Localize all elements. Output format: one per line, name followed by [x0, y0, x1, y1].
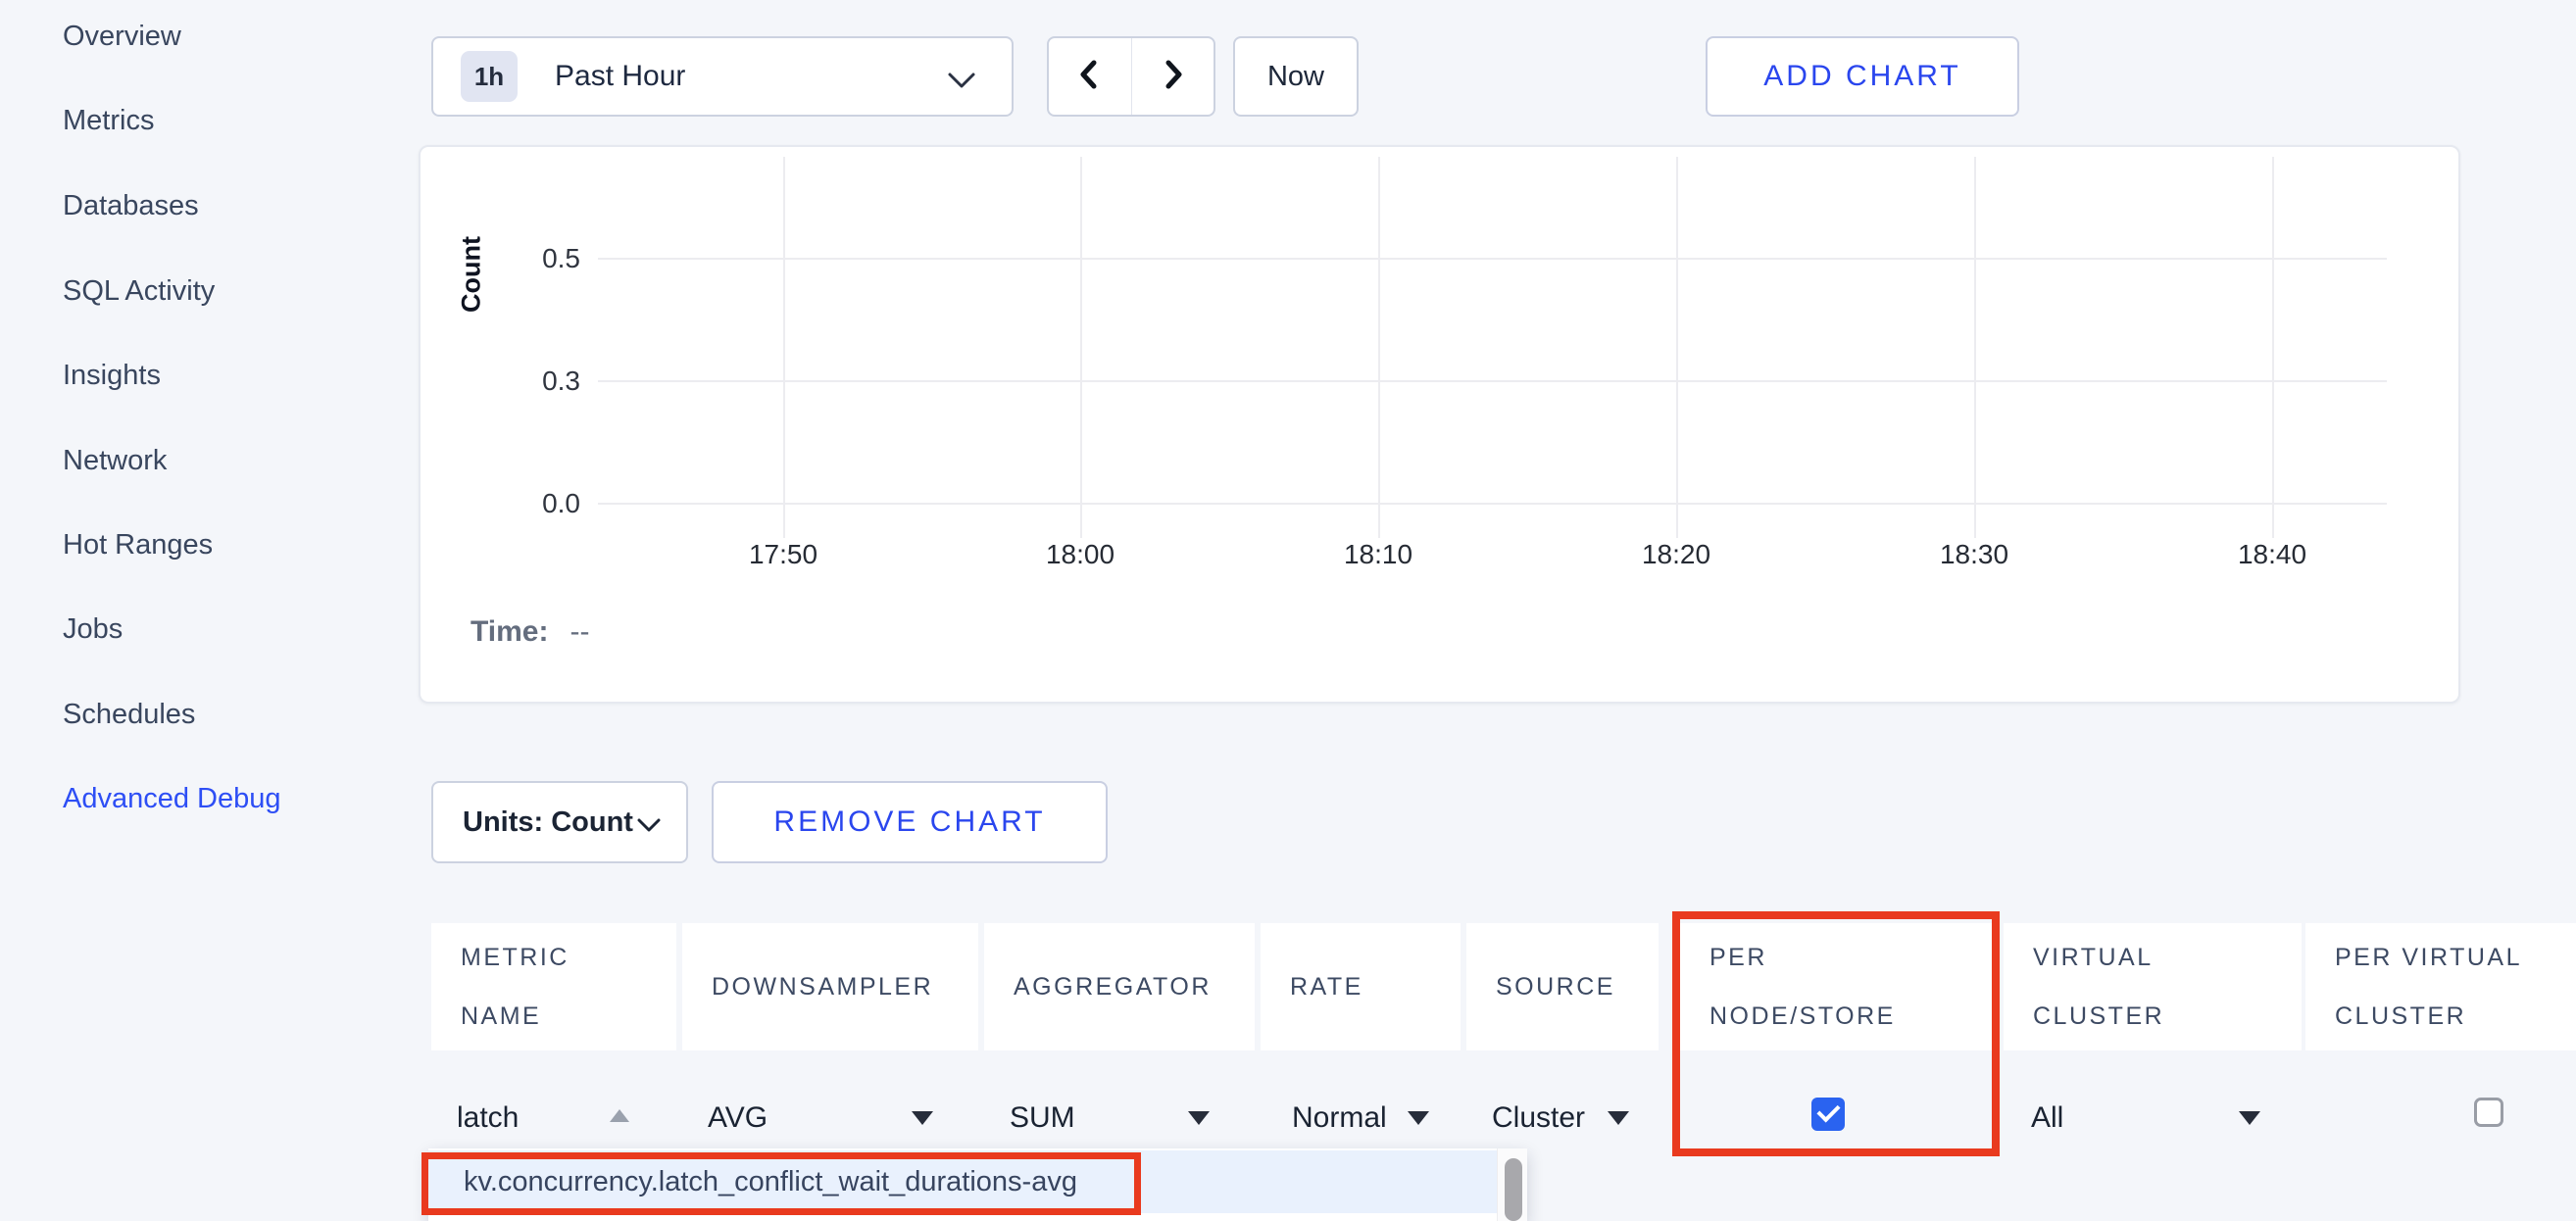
metric-name-input[interactable]: latch	[457, 1101, 520, 1134]
y-axis-label: Count	[456, 236, 486, 313]
caret-down-icon[interactable]	[1608, 1111, 1629, 1125]
caret-down-icon[interactable]	[1188, 1111, 1210, 1125]
y-tick: 0.5	[542, 243, 580, 273]
per-virtual-cluster-checkbox[interactable]	[2474, 1098, 2503, 1127]
col-header-aggregator: AGGREGATOR	[984, 923, 1255, 1050]
gridline	[2272, 157, 2274, 538]
caret-down-icon[interactable]	[1408, 1111, 1429, 1125]
hover-time-readout: Time: --	[471, 615, 589, 649]
sidebar-item-jobs[interactable]: Jobs	[63, 613, 124, 645]
sidebar-item-overview[interactable]: Overview	[63, 21, 181, 52]
time-nav-buttons	[1047, 36, 1215, 117]
prev-time-button[interactable]	[1049, 38, 1131, 115]
col-header-downsampler: DOWNSAMPLER	[682, 923, 978, 1050]
sidebar-item-databases[interactable]: Databases	[63, 190, 199, 221]
gridline	[1080, 157, 1082, 538]
col-header-per-node-store: PER NODE/STORE	[1680, 923, 1994, 1050]
downsampler-select[interactable]: AVG	[708, 1101, 768, 1134]
col-header-per-virtual-cluster: PER VIRTUAL CLUSTER	[2305, 923, 2576, 1050]
time-range-badge: 1h	[461, 51, 518, 102]
col-header-source: SOURCE	[1466, 923, 1659, 1050]
source-select[interactable]: Cluster	[1492, 1101, 1586, 1134]
gridline	[1378, 157, 1380, 538]
sidebar-item-advanced-debug[interactable]: Advanced Debug	[63, 783, 281, 814]
dropdown-scrollbar-track[interactable]	[1497, 1148, 1527, 1221]
caret-down-icon[interactable]	[2239, 1111, 2260, 1125]
caret-up-icon[interactable]	[610, 1109, 629, 1122]
time-label: Time:	[471, 615, 549, 648]
sidebar-item-metrics[interactable]: Metrics	[63, 105, 155, 136]
col-header-virtual-cluster: VIRTUAL CLUSTER	[2004, 923, 2302, 1050]
gridline	[783, 157, 785, 538]
gridline	[598, 380, 2387, 382]
time-range-dropdown[interactable]: 1h Past Hour	[431, 36, 1014, 117]
caret-down-icon[interactable]	[912, 1111, 933, 1125]
col-header-metric-name: METRIC NAME	[431, 923, 676, 1050]
chevron-down-icon	[947, 72, 976, 89]
metric-suggestions-dropdown: kv.concurrency.latch_conflict_wait_durat…	[428, 1148, 1527, 1221]
per-node-store-checkbox[interactable]	[1811, 1098, 1845, 1131]
time-range-label: Past Hour	[555, 60, 686, 92]
units-label: Units: Count	[463, 806, 633, 838]
chevron-right-icon	[1157, 58, 1188, 96]
sidebar-item-insights[interactable]: Insights	[63, 360, 161, 391]
sidebar-item-network[interactable]: Network	[63, 445, 168, 476]
virtual-cluster-select[interactable]: All	[2031, 1101, 2064, 1134]
y-tick: 0.3	[542, 366, 580, 396]
checkmark-icon	[1816, 1099, 1841, 1123]
sidebar-item-schedules[interactable]: Schedules	[63, 699, 196, 730]
col-header-rate: RATE	[1261, 923, 1461, 1050]
x-tick: 18:20	[1641, 539, 1711, 569]
dropdown-scrollbar-thumb[interactable]	[1505, 1158, 1522, 1221]
units-dropdown[interactable]: Units: Count	[431, 781, 688, 863]
chart-card: Count 0.5 0.3 0.0 17:50 18:00 18:10 18:2…	[419, 145, 2460, 704]
gridline	[598, 258, 2387, 260]
x-tick: 18:10	[1343, 539, 1413, 569]
x-tick: 18:00	[1045, 539, 1115, 569]
now-button[interactable]: Now	[1233, 36, 1359, 117]
sidebar-item-hot-ranges[interactable]: Hot Ranges	[63, 529, 214, 561]
sidebar-item-sql-activity[interactable]: SQL Activity	[63, 275, 216, 307]
add-chart-button[interactable]: ADD CHART	[1706, 36, 2019, 117]
gridline	[598, 503, 2387, 505]
metric-suggestion-item[interactable]: kv.concurrency.latch_conflict_wait_durat…	[428, 1150, 1498, 1213]
gridline	[1974, 157, 1976, 538]
gridline	[1676, 157, 1678, 538]
time-value: --	[570, 615, 590, 648]
remove-chart-button[interactable]: REMOVE CHART	[712, 781, 1108, 863]
aggregator-select[interactable]: SUM	[1010, 1101, 1075, 1134]
divider	[1130, 38, 1132, 115]
x-tick: 18:40	[2237, 539, 2307, 569]
x-tick: 18:30	[1939, 539, 2009, 569]
chevron-down-icon	[637, 818, 661, 833]
y-tick: 0.0	[542, 488, 580, 518]
x-tick: 17:50	[748, 539, 818, 569]
rate-select[interactable]: Normal	[1292, 1101, 1387, 1134]
next-time-button[interactable]	[1132, 38, 1214, 115]
chevron-left-icon	[1074, 58, 1106, 96]
